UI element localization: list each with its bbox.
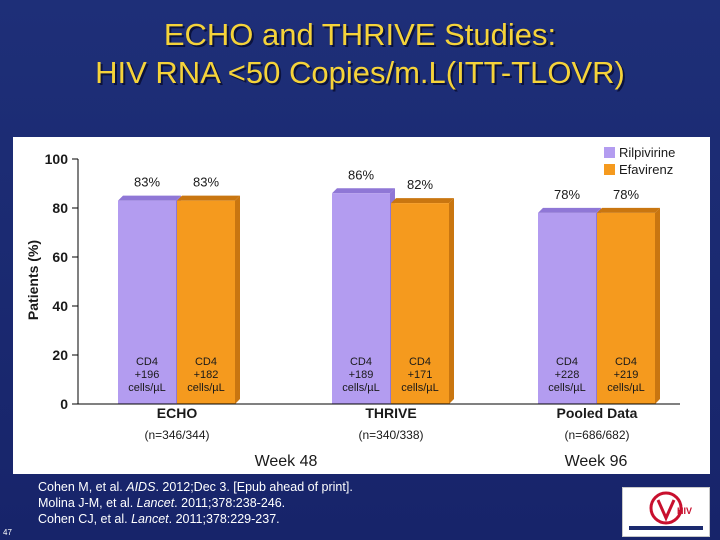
legend-label-rilpivirine: Rilpivirine [619, 145, 675, 160]
title-line-1: ECHO and THRIVE Studies: [163, 17, 557, 52]
cd4-label: CD4 [409, 356, 431, 368]
cd4-label: CD4 [350, 356, 372, 368]
svg-text:HIV: HIV [677, 506, 692, 516]
y-tick-label: 60 [52, 249, 68, 265]
sample-size-label: (n=686/682) [564, 428, 629, 442]
data-label: 78% [613, 187, 639, 202]
bar-top-shade [118, 195, 181, 201]
week-48-label: Week 48 [255, 453, 318, 470]
reference-1: Cohen M, et al. AIDS. 2012;Dec 3. [Epub … [38, 480, 353, 494]
data-label: 78% [554, 187, 580, 202]
y-tick-label: 100 [45, 151, 69, 167]
category-label: ECHO [157, 405, 198, 421]
y-axis-label: Patients (%) [25, 240, 41, 320]
slide-title: ECHO and THRIVE Studies: HIV RNA <50 Cop… [0, 16, 720, 92]
sample-size-label: (n=346/344) [144, 428, 209, 442]
cd4-label: cells/µL [187, 382, 225, 394]
cd4-label: cells/µL [548, 382, 586, 394]
data-label: 83% [193, 175, 219, 190]
cd4-label: cells/µL [128, 382, 166, 394]
bar-side-shade [235, 195, 240, 404]
cd4-label: cells/µL [401, 382, 439, 394]
y-tick-label: 40 [52, 298, 68, 314]
ribbon-logo-icon: HIV [629, 491, 703, 530]
week-96-label: Week 96 [565, 453, 628, 470]
cd4-label: cells/µL [342, 382, 380, 394]
reference-3: Cohen CJ, et al. Lancet. 2011;378:229-23… [38, 512, 280, 526]
legend-label-efavirenz: Efavirenz [619, 162, 673, 177]
data-label: 83% [134, 175, 160, 190]
bar-efavirenz [597, 212, 655, 404]
reference-2: Molina J-M, et al. Lancet. 2011;378:238-… [38, 496, 286, 510]
references: Cohen M, et al. AIDS. 2012;Dec 3. [Epub … [38, 479, 353, 527]
cd4-label: CD4 [556, 356, 578, 368]
bar-rilpivirine [118, 200, 176, 404]
y-tick-label: 20 [52, 347, 68, 363]
cd4-label: +189 [349, 369, 374, 381]
bar-top-shade [391, 198, 454, 204]
cd4-label: +196 [135, 369, 160, 381]
bar-top-shade [597, 207, 660, 213]
sample-size-label: (n=340/338) [358, 428, 423, 442]
data-label: 82% [407, 177, 433, 192]
bar-rilpivirine [538, 212, 596, 404]
category-label: THRIVE [365, 405, 416, 421]
cd4-label: CD4 [136, 356, 158, 368]
title-line-2: HIV RNA <50 Copies/m.L(ITT-TLOVR) [95, 55, 625, 90]
y-tick-label: 0 [60, 396, 68, 412]
cd4-label: cells/µL [607, 382, 645, 394]
slide-number: 47 [3, 528, 12, 537]
bar-top-shade [332, 188, 395, 194]
data-label: 86% [348, 167, 374, 182]
clinical-care-options-logo: HIV [622, 487, 710, 537]
bar-efavirenz [177, 200, 235, 404]
bar-efavirenz [391, 203, 449, 404]
cd4-label: +171 [408, 369, 433, 381]
cd4-label: +228 [555, 369, 580, 381]
bar-top-shade [177, 195, 240, 201]
y-tick-label: 80 [52, 200, 68, 216]
cd4-label: CD4 [195, 356, 217, 368]
legend-swatch-efavirenz [604, 164, 615, 175]
cd4-label: CD4 [615, 356, 637, 368]
cd4-label: +219 [614, 369, 639, 381]
bar-side-shade [655, 207, 660, 404]
bar-top-shade [538, 207, 601, 213]
legend-swatch-rilpivirine [604, 147, 615, 158]
cd4-label: +182 [194, 369, 219, 381]
category-label: Pooled Data [557, 405, 638, 421]
bar-rilpivirine [332, 193, 390, 404]
bar-side-shade [449, 198, 454, 404]
